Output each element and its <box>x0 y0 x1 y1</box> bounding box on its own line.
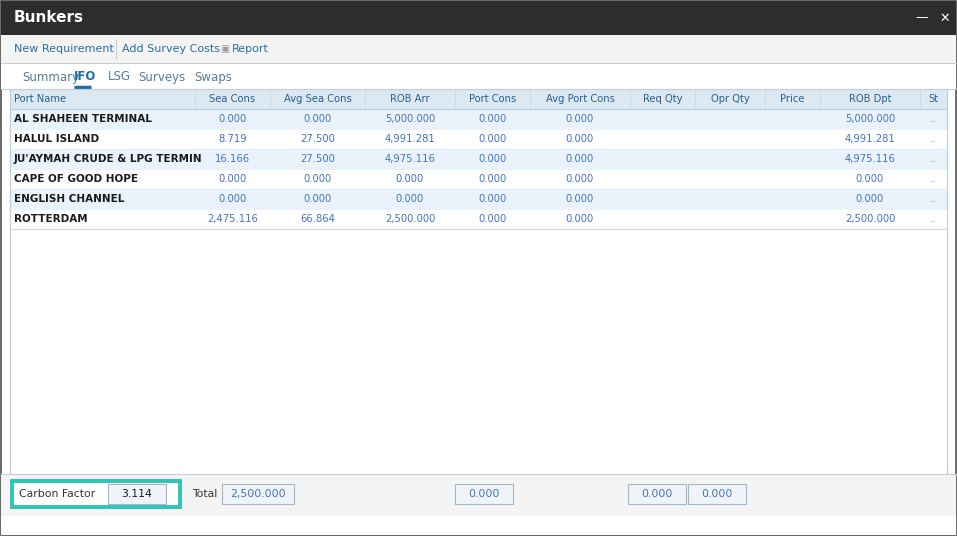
Text: Sea Cons: Sea Cons <box>210 94 256 104</box>
Text: 5,000.000: 5,000.000 <box>845 114 895 124</box>
Bar <box>222 484 294 504</box>
Text: 4,975.116: 4,975.116 <box>845 154 896 164</box>
Text: Port Name: Port Name <box>14 94 66 104</box>
Text: 3.114: 3.114 <box>122 489 152 499</box>
Text: 0.000: 0.000 <box>218 194 247 204</box>
Bar <box>10 89 947 109</box>
Text: 0.000: 0.000 <box>566 174 594 184</box>
Text: 0.000: 0.000 <box>468 489 500 499</box>
Text: 0.000: 0.000 <box>478 214 506 224</box>
Text: 0.000: 0.000 <box>478 154 506 164</box>
Text: Summary: Summary <box>22 71 79 84</box>
Text: IFO: IFO <box>74 71 97 84</box>
Text: ▣: ▣ <box>220 44 230 54</box>
Text: 0.000: 0.000 <box>396 194 424 204</box>
Text: —: — <box>916 11 928 25</box>
Text: ROB Dpt: ROB Dpt <box>849 94 891 104</box>
Bar <box>108 484 166 504</box>
Text: Opr Qty: Opr Qty <box>711 94 749 104</box>
Text: 0.000: 0.000 <box>303 194 332 204</box>
Text: ENGLISH CHANNEL: ENGLISH CHANNEL <box>14 194 124 204</box>
FancyBboxPatch shape <box>12 481 180 507</box>
Text: Swaps: Swaps <box>194 71 232 84</box>
Bar <box>10 209 947 229</box>
Text: 2,475.116: 2,475.116 <box>207 214 258 224</box>
Text: 4,975.116: 4,975.116 <box>385 154 435 164</box>
Text: St: St <box>928 94 939 104</box>
Text: Avg Sea Cons: Avg Sea Cons <box>283 94 351 104</box>
Text: 0.000: 0.000 <box>856 194 884 204</box>
Bar <box>10 229 947 476</box>
Text: 4,991.281: 4,991.281 <box>385 134 435 144</box>
Text: 0.000: 0.000 <box>218 114 247 124</box>
Bar <box>10 149 947 169</box>
Text: 0.000: 0.000 <box>566 134 594 144</box>
Text: 0.000: 0.000 <box>566 194 594 204</box>
Bar <box>1 1 956 35</box>
Text: HALUL ISLAND: HALUL ISLAND <box>14 134 100 144</box>
Text: 0.000: 0.000 <box>566 114 594 124</box>
Text: ..: .. <box>930 134 937 144</box>
Text: 0.000: 0.000 <box>303 114 332 124</box>
Text: Total: Total <box>192 489 217 499</box>
Text: ..: .. <box>930 154 937 164</box>
Text: 0.000: 0.000 <box>478 194 506 204</box>
Text: AL SHAHEEN TERMINAL: AL SHAHEEN TERMINAL <box>14 114 152 124</box>
Bar <box>455 484 513 504</box>
Text: 16.166: 16.166 <box>215 154 250 164</box>
Text: LSG: LSG <box>108 71 131 84</box>
Text: ..: .. <box>930 174 937 184</box>
Text: JU'AYMAH CRUDE & LPG TERMIN: JU'AYMAH CRUDE & LPG TERMIN <box>14 154 203 164</box>
Text: 27.500: 27.500 <box>300 154 335 164</box>
Text: New Requirement: New Requirement <box>14 44 114 54</box>
Text: 2,500.000: 2,500.000 <box>845 214 895 224</box>
Text: 4,991.281: 4,991.281 <box>845 134 896 144</box>
Text: 2,500.000: 2,500.000 <box>385 214 435 224</box>
Text: 0.000: 0.000 <box>478 174 506 184</box>
Bar <box>1 63 956 89</box>
Text: Port Cons: Port Cons <box>469 94 516 104</box>
Text: 5,000.000: 5,000.000 <box>385 114 435 124</box>
Text: 0.000: 0.000 <box>566 214 594 224</box>
Text: ✕: ✕ <box>940 11 950 25</box>
Text: ..: .. <box>930 194 937 204</box>
Text: ..: .. <box>930 114 937 124</box>
Text: 0.000: 0.000 <box>218 174 247 184</box>
Bar <box>688 484 746 504</box>
Text: Req Qty: Req Qty <box>643 94 682 104</box>
Bar <box>10 229 947 476</box>
Text: 0.000: 0.000 <box>303 174 332 184</box>
Text: 0.000: 0.000 <box>701 489 733 499</box>
Text: Price: Price <box>780 94 805 104</box>
Text: Add Survey Costs: Add Survey Costs <box>122 44 220 54</box>
Text: 0.000: 0.000 <box>856 174 884 184</box>
Bar <box>1 35 956 63</box>
Bar <box>1 474 956 516</box>
Text: Carbon Factor: Carbon Factor <box>19 489 96 499</box>
Text: Bunkers: Bunkers <box>14 11 84 26</box>
Bar <box>10 129 947 149</box>
Text: 8.719: 8.719 <box>218 134 247 144</box>
Text: 0.000: 0.000 <box>478 114 506 124</box>
Text: 0.000: 0.000 <box>566 154 594 164</box>
Bar <box>10 109 947 129</box>
Text: Avg Port Cons: Avg Port Cons <box>545 94 614 104</box>
Text: 2,500.000: 2,500.000 <box>231 489 286 499</box>
Bar <box>628 484 686 504</box>
Text: ROTTERDAM: ROTTERDAM <box>14 214 88 224</box>
Text: Surveys: Surveys <box>138 71 186 84</box>
Bar <box>10 169 947 189</box>
Text: 0.000: 0.000 <box>396 174 424 184</box>
Text: 0.000: 0.000 <box>641 489 673 499</box>
Bar <box>10 189 947 209</box>
Text: 66.864: 66.864 <box>300 214 335 224</box>
Text: Report: Report <box>232 44 269 54</box>
Bar <box>1 516 956 535</box>
Text: ROB Arr: ROB Arr <box>390 94 430 104</box>
Bar <box>10 89 947 229</box>
Text: 0.000: 0.000 <box>478 134 506 144</box>
Text: CAPE OF GOOD HOPE: CAPE OF GOOD HOPE <box>14 174 138 184</box>
Text: 27.500: 27.500 <box>300 134 335 144</box>
Text: ..: .. <box>930 214 937 224</box>
